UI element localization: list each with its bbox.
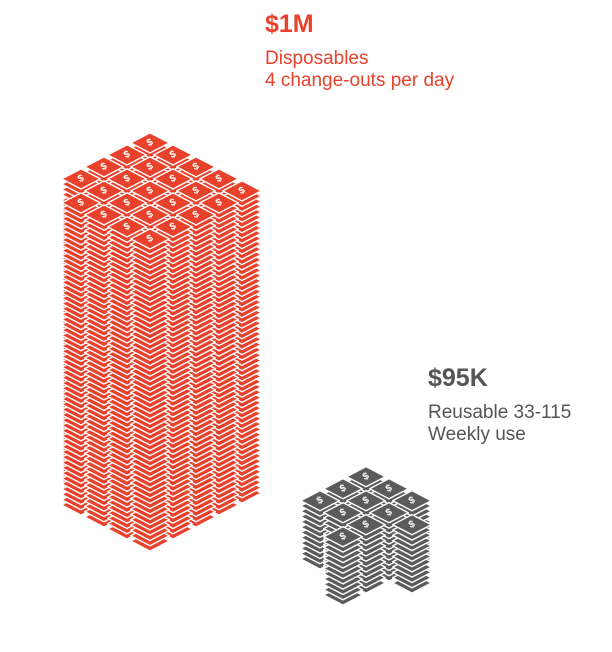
bill-top [299,489,341,512]
bill-top [152,144,194,166]
dollar-sign-icon: $ [191,185,201,198]
dollar-sign-icon: $ [407,494,417,507]
dollar-sign-icon: $ [338,530,348,543]
disposable-amount: $1M [265,10,314,38]
dollar-sign-icon: $ [384,482,394,495]
bill-top [152,216,194,238]
dollar-sign-icon: $ [145,161,155,174]
bill-top [221,180,263,202]
reusable-amount: $95K [428,364,488,392]
bill-top [345,489,387,512]
bill-top [60,192,102,214]
dollar-sign-icon: $ [191,161,201,174]
bill-top [83,156,125,178]
dollar-sign-icon: $ [237,185,247,198]
reusable-caption: $95K Reusable 33-115 Weekly use [428,364,571,446]
dollar-sign-icon: $ [338,482,348,495]
bill-top [83,204,125,226]
dollar-sign-icon: $ [191,209,201,222]
bill-top [129,180,171,202]
bill-top [129,228,171,250]
dollar-sign-icon: $ [145,233,155,246]
bill-top [129,156,171,178]
reusable-description: Reusable 33-115 Weekly use [428,402,571,446]
bill-top [391,489,433,512]
bill-top [391,513,433,536]
bill-top [368,501,410,524]
bill-top [345,513,387,536]
dollar-sign-icon: $ [315,494,325,507]
bill-top [129,132,171,154]
dollar-sign-icon: $ [214,197,224,210]
bill-top [368,477,410,500]
bill-top [152,192,194,214]
dollar-sign-icon: $ [384,506,394,519]
bill-top [60,168,102,190]
disposable-description: Disposables 4 change-outs per day [265,48,454,92]
bill-top [198,192,240,214]
bill-top [322,477,364,500]
dollar-sign-icon: $ [168,221,178,234]
dollar-sign-icon: $ [122,149,132,162]
dollar-sign-icon: $ [338,506,348,519]
dollar-sign-icon: $ [76,173,86,186]
disposable-label: Disposables [265,48,369,69]
bill-top [175,180,217,202]
bill-top [152,168,194,190]
bill-top [106,168,148,190]
dollar-sign-icon: $ [214,173,224,186]
bill-top [106,192,148,214]
dollar-sign-icon: $ [99,185,109,198]
dollar-sign-icon: $ [76,197,86,210]
dollar-sign-icon: $ [168,173,178,186]
bill-top [129,204,171,226]
dollar-sign-icon: $ [168,197,178,210]
bill-top [345,465,387,488]
dollar-sign-icon: $ [168,149,178,162]
dollar-sign-icon: $ [122,197,132,210]
disposable-caption: $1M Disposables 4 change-outs per day [265,10,454,92]
bill-top [322,501,364,524]
dollar-sign-icon: $ [361,518,371,531]
reusable-label: Reusable 33-115 [428,402,572,423]
bill-top [83,180,125,202]
dollar-sign-icon: $ [407,518,417,531]
dollar-sign-icon: $ [145,137,155,150]
dollar-sign-icon: $ [145,185,155,198]
bill-top [106,216,148,238]
dollar-sign-icon: $ [122,221,132,234]
dollar-sign-icon: $ [99,209,109,222]
bill-top [322,525,364,548]
bill-top [175,156,217,178]
dollar-sign-icon: $ [122,173,132,186]
dollar-sign-icon: $ [145,209,155,222]
bill-top [198,168,240,190]
disposable-frequency: 4 change-outs per day [265,70,455,91]
disposable-money-stack: $ $ $ $ $ $ $ $ $ $ $ $ $ $ $ $ $ $ $ $ $ $ $ $ [60,132,263,552]
reusable-frequency: Weekly use [428,424,526,445]
dollar-sign-icon: $ [99,161,109,174]
dollar-sign-icon: $ [361,470,371,483]
bill-top [175,204,217,226]
reusable-money-stack: $ $ $ $ $ $ $ $ $ $ $ [299,465,433,606]
bill-top [106,144,148,166]
dollar-sign-icon: $ [361,494,371,507]
